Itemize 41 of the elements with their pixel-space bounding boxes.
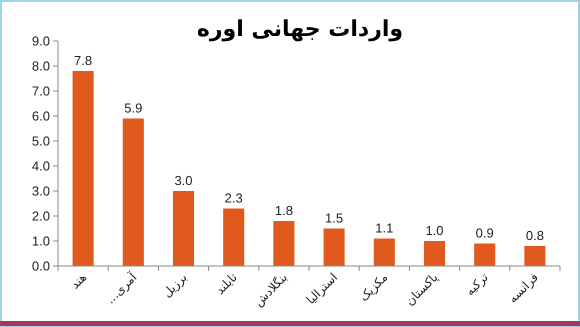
data-label: 1.8: [274, 203, 293, 218]
y-tick-label: 4.0: [32, 158, 50, 174]
y-tick-label: 3.0: [32, 184, 50, 198]
bar: [524, 246, 546, 266]
x-tick-label: فرانسه: [506, 270, 542, 306]
x-tick-label: استرالیا: [304, 270, 340, 307]
data-label: 2.3: [224, 190, 243, 206]
x-tick-label: هند: [68, 270, 90, 292]
data-label: 7.8: [74, 53, 92, 68]
chart-title: واردات جهانی اوره: [196, 17, 404, 42]
y-tick-label: 6.0: [32, 108, 50, 124]
data-label: 0.8: [526, 228, 544, 243]
x-tick-label: بنگلادش: [251, 270, 290, 309]
data-label: 5.9: [124, 100, 142, 116]
y-tick-label: 0.0: [32, 258, 50, 274]
data-label: 1.5: [325, 210, 344, 226]
bar: [122, 118, 144, 266]
bar: [324, 228, 345, 266]
x-tick-label: برزیل: [160, 270, 190, 300]
bar: [72, 71, 94, 266]
x-tick-label: آمری...: [102, 269, 140, 306]
y-tick-label: 9.0: [32, 34, 50, 48]
bar: [424, 241, 446, 266]
data-label: 1.1: [375, 220, 394, 236]
y-tick-label: 2.0: [32, 208, 50, 224]
y-tick-label: 8.0: [32, 58, 50, 74]
x-tick-label: ترکیه: [462, 270, 491, 298]
bar: [172, 191, 194, 266]
bar: [474, 244, 496, 266]
data-label: 1.0: [425, 223, 444, 238]
x-tick-label: پاکستان: [402, 270, 441, 308]
y-tick-label: 7.0: [32, 84, 50, 98]
y-tick-label: 5.0: [32, 134, 50, 148]
data-label: 3.0: [174, 173, 193, 188]
bar: [223, 208, 244, 266]
y-tick-label: 1.0: [32, 234, 50, 248]
bar: [374, 238, 395, 266]
data-label: 0.9: [476, 226, 494, 240]
bar: [273, 221, 294, 266]
x-tick-label: مکزیک: [356, 270, 390, 304]
x-tick-label: تایلند: [212, 270, 240, 298]
